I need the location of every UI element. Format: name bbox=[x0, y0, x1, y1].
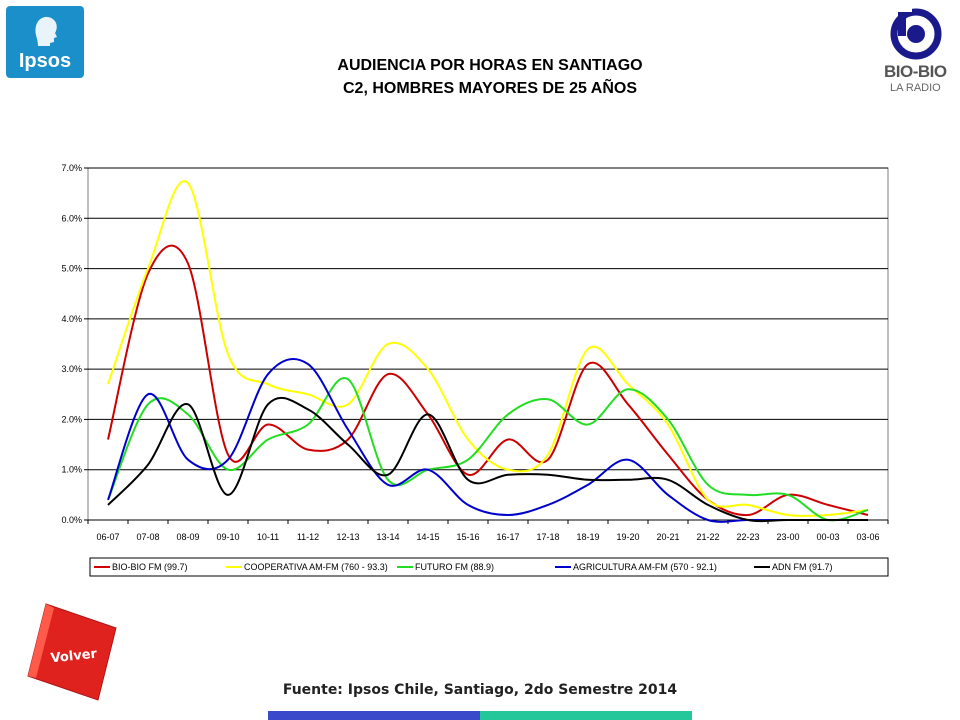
x-tick-label: 22-23 bbox=[736, 532, 759, 542]
y-tick-label: 5.0% bbox=[61, 264, 82, 274]
x-tick-label: 12-13 bbox=[336, 532, 359, 542]
series-line-4 bbox=[107, 358, 868, 523]
x-tick-label: 13-14 bbox=[376, 532, 399, 542]
x-tick-label: 18-19 bbox=[576, 532, 599, 542]
y-tick-label: 2.0% bbox=[61, 414, 82, 424]
x-tick-label: 03-06 bbox=[856, 532, 879, 542]
footer-bar-green bbox=[480, 711, 692, 720]
plot-area bbox=[87, 167, 889, 521]
chart-title-line1: AUDIENCIA POR HORAS EN SANTIAGO bbox=[337, 57, 643, 74]
series-line-2 bbox=[107, 180, 869, 517]
y-tick-label: 4.0% bbox=[61, 314, 82, 324]
chart-title-line2: C2, HOMBRES MAYORES DE 25 AÑOS bbox=[343, 80, 637, 97]
ipsos-logo-text: Ipsos bbox=[18, 50, 72, 72]
series-line-3 bbox=[107, 376, 869, 522]
legend-label: FUTURO FM (88.9) bbox=[415, 562, 494, 572]
x-tick-label: 10-11 bbox=[257, 532, 279, 542]
footer-bar-blue bbox=[268, 711, 480, 720]
source-note: Fuente: Ipsos Chile, Santiago, 2do Semes… bbox=[282, 682, 678, 698]
biobio-mark-icon bbox=[890, 6, 942, 60]
x-tick-label: 15-16 bbox=[456, 532, 479, 542]
volver-button[interactable]: Volver bbox=[24, 602, 120, 702]
line-chart: 0.0% 1.0% 2.0% 3.0% 4.0% 5.0% 6.0% 7.0% 06-07 07-… bbox=[61, 163, 889, 577]
x-tick-label: 21-22 bbox=[696, 532, 719, 542]
x-tick-label: 09-10 bbox=[216, 532, 239, 542]
y-tick-label: 1.0% bbox=[61, 465, 82, 475]
biobio-logo-text: BIO-BIO bbox=[884, 62, 947, 81]
legend-label: AGRICULTURA AM-FM (570 - 92.1) bbox=[573, 562, 717, 572]
legend-label: ADN FM (91.7) bbox=[772, 562, 833, 572]
y-tick-label: 6.0% bbox=[61, 213, 82, 223]
x-tick-label: 20-21 bbox=[656, 532, 679, 542]
ipsos-logo: Ipsos bbox=[6, 6, 84, 78]
x-tick-label: 08-09 bbox=[176, 532, 199, 542]
x-tick-label: 19-20 bbox=[616, 532, 639, 542]
volver-label: Volver bbox=[50, 647, 98, 667]
legend-label: COOPERATIVA AM-FM (760 - 93.3) bbox=[244, 562, 388, 572]
legend bbox=[89, 557, 889, 577]
biobio-logo: BIO-BIO LA RADIO bbox=[880, 4, 954, 100]
y-tick-label: 3.0% bbox=[61, 364, 82, 374]
legend-label: BIO-BIO FM (99.7) bbox=[112, 562, 188, 572]
y-tick-label: 0.0% bbox=[61, 515, 82, 525]
x-tick-label: 14-15 bbox=[416, 532, 439, 542]
biobio-logo-subtext: LA RADIO bbox=[890, 82, 941, 94]
y-tick-label: 7.0% bbox=[61, 163, 82, 173]
ipsos-head-icon bbox=[35, 16, 57, 46]
x-tick-label: 11-12 bbox=[297, 532, 319, 542]
x-tick-label: 23-00 bbox=[776, 532, 799, 542]
series-line-5 bbox=[107, 396, 868, 523]
x-tick-label: 00-03 bbox=[816, 532, 839, 542]
x-tick-label: 17-18 bbox=[536, 532, 559, 542]
x-tick-label: 16-17 bbox=[496, 532, 519, 542]
x-tick-label: 07-08 bbox=[136, 532, 159, 542]
x-tick-label: 06-07 bbox=[96, 532, 119, 542]
